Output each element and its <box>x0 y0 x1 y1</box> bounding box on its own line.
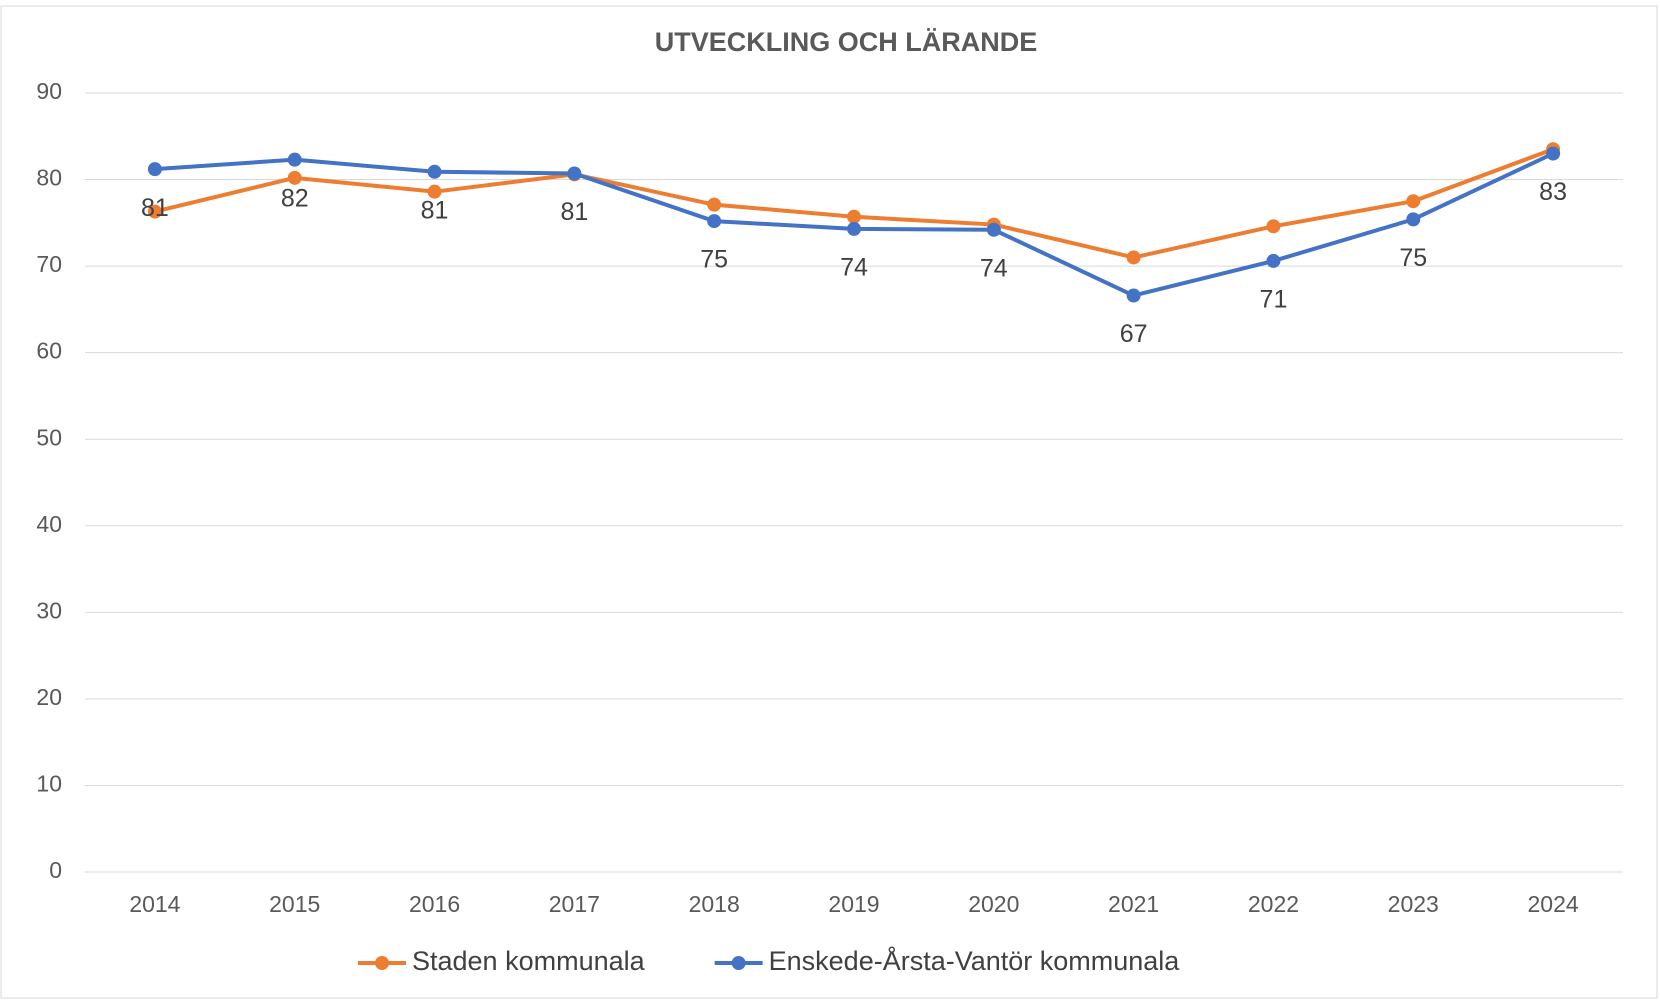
x-tick-label: 2020 <box>968 891 1019 917</box>
data-point <box>1126 288 1141 303</box>
data-point <box>847 209 861 224</box>
y-tick-label: 40 <box>36 511 62 537</box>
x-tick-label: 2018 <box>689 891 740 917</box>
legend-label: Enskede-Årsta-Vantör kommunala <box>769 945 1181 976</box>
data-point <box>147 162 162 177</box>
y-tick-label: 50 <box>36 424 62 450</box>
y-tick-label: 60 <box>36 338 62 364</box>
legend-marker <box>731 956 746 970</box>
y-tick-label: 90 <box>36 78 62 104</box>
data-point <box>847 221 861 236</box>
data-label: 81 <box>421 196 449 224</box>
data-label: 67 <box>1120 320 1148 348</box>
legend-label: Staden kommunala <box>412 946 646 976</box>
x-tick-label: 2015 <box>269 891 320 917</box>
data-point <box>1406 194 1421 209</box>
data-point <box>1406 212 1421 227</box>
legend-marker <box>375 956 389 970</box>
data-label: 82 <box>281 184 309 212</box>
data-label: 75 <box>700 246 728 274</box>
data-point <box>567 166 582 181</box>
x-tick-label: 2024 <box>1528 891 1579 917</box>
data-label: 74 <box>840 254 868 282</box>
data-label: 75 <box>1399 244 1427 272</box>
y-tick-label: 20 <box>36 684 62 710</box>
data-point <box>986 222 1001 237</box>
data-label: 81 <box>560 198 588 226</box>
x-tick-label: 2014 <box>129 891 180 917</box>
data-label: 74 <box>980 254 1008 282</box>
chart-border <box>0 5 1658 999</box>
data-label: 81 <box>141 194 169 222</box>
x-tick-label: 2023 <box>1388 891 1439 917</box>
data-point <box>1266 219 1281 234</box>
data-point <box>1126 250 1141 265</box>
x-tick-label: 2021 <box>1108 891 1159 917</box>
x-tick-label: 2017 <box>549 891 600 917</box>
data-point <box>287 170 302 185</box>
data-point <box>147 204 162 219</box>
data-label: 83 <box>1539 178 1567 206</box>
y-tick-label: 0 <box>49 857 62 883</box>
data-point <box>287 152 302 167</box>
chart-title: UTVECKLING OCH LÄRANDE <box>655 27 1038 57</box>
data-point <box>1266 253 1281 268</box>
data-point <box>427 184 442 199</box>
data-point <box>707 214 722 229</box>
data-label: 71 <box>1260 286 1288 314</box>
y-tick-label: 30 <box>36 597 62 623</box>
x-tick-label: 2022 <box>1248 891 1299 917</box>
x-tick-label: 2016 <box>409 891 460 917</box>
y-tick-label: 70 <box>36 251 62 277</box>
data-point <box>707 197 722 212</box>
x-tick-label: 2019 <box>828 891 879 917</box>
y-tick-label: 80 <box>36 165 62 191</box>
data-point <box>1546 146 1561 161</box>
y-tick-label: 10 <box>36 771 62 797</box>
data-point <box>427 164 442 179</box>
